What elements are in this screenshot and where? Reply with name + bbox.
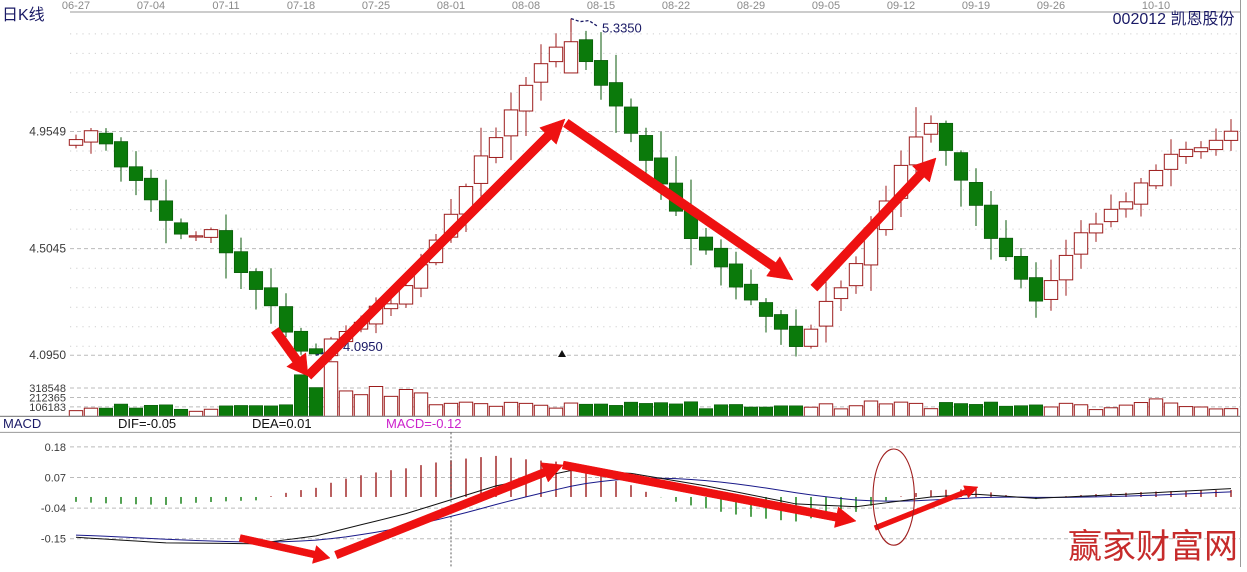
svg-text:07-04: 07-04 (137, 0, 165, 12)
svg-text:09-05: 09-05 (812, 0, 840, 12)
svg-text:09-12: 09-12 (887, 0, 915, 12)
svg-text:MACD=-0.12: MACD=-0.12 (386, 416, 462, 431)
svg-text:06-27: 06-27 (62, 0, 90, 12)
svg-text:08-01: 08-01 (437, 0, 465, 12)
svg-text:-0.15: -0.15 (41, 534, 66, 546)
svg-text:DEA=0.01: DEA=0.01 (252, 416, 312, 431)
svg-text:4.0950: 4.0950 (29, 348, 66, 362)
svg-text:08-08: 08-08 (512, 0, 540, 12)
svg-text:-0.04: -0.04 (41, 503, 66, 515)
svg-text:4.9549: 4.9549 (29, 125, 66, 139)
svg-text:08-29: 08-29 (737, 0, 765, 12)
svg-text:赢家财富网: 赢家财富网 (1068, 528, 1238, 566)
svg-text:5.3350: 5.3350 (602, 21, 642, 36)
svg-text:0.18: 0.18 (45, 442, 66, 454)
svg-text:MACD: MACD (3, 416, 41, 431)
svg-text:09-19: 09-19 (962, 0, 990, 12)
svg-text:0.07: 0.07 (45, 473, 66, 485)
svg-text:09-26: 09-26 (1037, 0, 1065, 12)
svg-text:07-18: 07-18 (287, 0, 315, 12)
svg-text:08-22: 08-22 (662, 0, 690, 12)
svg-text:318548: 318548 (29, 383, 66, 395)
svg-text:08-15: 08-15 (587, 0, 615, 12)
svg-text:002012 凯恩股份: 002012 凯恩股份 (1113, 10, 1235, 28)
svg-text:07-25: 07-25 (362, 0, 390, 12)
svg-text:07-11: 07-11 (212, 0, 239, 12)
svg-text:DIF=-0.05: DIF=-0.05 (118, 416, 176, 431)
svg-text:4.5045: 4.5045 (29, 242, 66, 256)
svg-text:日K线: 日K线 (2, 6, 45, 24)
